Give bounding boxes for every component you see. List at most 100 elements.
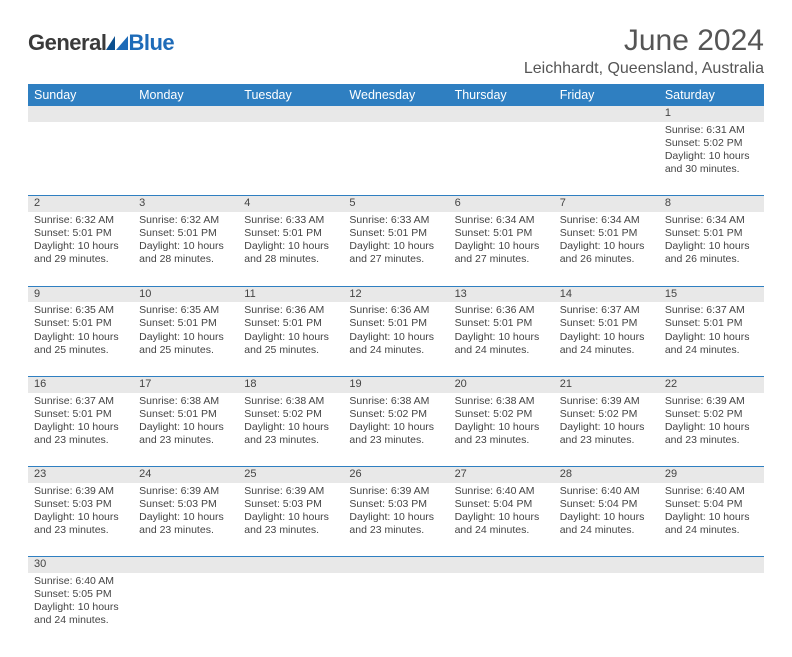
day-number-cell: 7	[554, 196, 659, 212]
sunrise-text: Sunrise: 6:40 AM	[455, 485, 548, 498]
calendar-day-cell	[238, 122, 343, 196]
daylight-text: and 24 minutes.	[560, 524, 653, 537]
calendar-day-cell	[28, 122, 133, 196]
day-number-cell: 2	[28, 196, 133, 212]
calendar-day-cell: Sunrise: 6:35 AMSunset: 5:01 PMDaylight:…	[28, 302, 133, 376]
calendar-day-cell: Sunrise: 6:35 AMSunset: 5:01 PMDaylight:…	[133, 302, 238, 376]
calendar-day-cell: Sunrise: 6:34 AMSunset: 5:01 PMDaylight:…	[449, 212, 554, 286]
sunset-text: Sunset: 5:01 PM	[34, 227, 127, 240]
sunrise-text: Sunrise: 6:37 AM	[560, 304, 653, 317]
sunset-text: Sunset: 5:01 PM	[665, 227, 758, 240]
sunset-text: Sunset: 5:02 PM	[349, 408, 442, 421]
day-number-cell: 3	[133, 196, 238, 212]
calendar-week-row: Sunrise: 6:31 AMSunset: 5:02 PMDaylight:…	[28, 122, 764, 196]
calendar-day-cell	[238, 573, 343, 647]
sunset-text: Sunset: 5:03 PM	[34, 498, 127, 511]
calendar-week-row: Sunrise: 6:37 AMSunset: 5:01 PMDaylight:…	[28, 393, 764, 467]
sunset-text: Sunset: 5:01 PM	[139, 408, 232, 421]
sunrise-text: Sunrise: 6:37 AM	[34, 395, 127, 408]
calendar-day-cell: Sunrise: 6:32 AMSunset: 5:01 PMDaylight:…	[28, 212, 133, 286]
day-number-cell: 14	[554, 286, 659, 302]
sunrise-text: Sunrise: 6:35 AM	[34, 304, 127, 317]
calendar-day-cell: Sunrise: 6:40 AMSunset: 5:04 PMDaylight:…	[449, 483, 554, 557]
day-number-cell: 30	[28, 557, 133, 573]
brand-part1: General	[28, 30, 106, 56]
daylight-text: Daylight: 10 hours	[455, 240, 548, 253]
daylight-text: Daylight: 10 hours	[560, 331, 653, 344]
sunset-text: Sunset: 5:01 PM	[34, 317, 127, 330]
title-block: June 2024 Leichhardt, Queensland, Austra…	[524, 24, 764, 78]
daylight-text: and 23 minutes.	[349, 434, 442, 447]
sunrise-text: Sunrise: 6:38 AM	[139, 395, 232, 408]
daylight-text: Daylight: 10 hours	[34, 421, 127, 434]
sunset-text: Sunset: 5:01 PM	[665, 317, 758, 330]
sunset-text: Sunset: 5:01 PM	[139, 317, 232, 330]
day-number-cell	[238, 557, 343, 573]
sunset-text: Sunset: 5:03 PM	[349, 498, 442, 511]
daylight-text: and 23 minutes.	[349, 524, 442, 537]
daylight-text: Daylight: 10 hours	[34, 601, 127, 614]
day-number-cell: 24	[133, 467, 238, 483]
daylight-text: Daylight: 10 hours	[560, 421, 653, 434]
day-number-cell: 1	[659, 106, 764, 122]
calendar-week-row: Sunrise: 6:35 AMSunset: 5:01 PMDaylight:…	[28, 302, 764, 376]
calendar-page: General Blue June 2024 Leichhardt, Queen…	[0, 0, 792, 657]
daylight-text: and 25 minutes.	[139, 344, 232, 357]
day-number-cell: 23	[28, 467, 133, 483]
daylight-text: and 24 minutes.	[560, 344, 653, 357]
daylight-text: and 24 minutes.	[349, 344, 442, 357]
day-number-cell: 29	[659, 467, 764, 483]
day-number-cell	[133, 106, 238, 122]
calendar-day-cell	[554, 573, 659, 647]
sunrise-text: Sunrise: 6:31 AM	[665, 124, 758, 137]
sunrise-text: Sunrise: 6:38 AM	[349, 395, 442, 408]
day-number-cell: 8	[659, 196, 764, 212]
sunrise-text: Sunrise: 6:39 AM	[560, 395, 653, 408]
calendar-day-cell: Sunrise: 6:38 AMSunset: 5:02 PMDaylight:…	[449, 393, 554, 467]
sunset-text: Sunset: 5:02 PM	[455, 408, 548, 421]
calendar-day-cell: Sunrise: 6:31 AMSunset: 5:02 PMDaylight:…	[659, 122, 764, 196]
daylight-text: and 23 minutes.	[455, 434, 548, 447]
sunrise-text: Sunrise: 6:33 AM	[349, 214, 442, 227]
calendar-day-cell: Sunrise: 6:34 AMSunset: 5:01 PMDaylight:…	[554, 212, 659, 286]
daylight-text: and 30 minutes.	[665, 163, 758, 176]
daylight-text: and 23 minutes.	[244, 524, 337, 537]
page-header: General Blue June 2024 Leichhardt, Queen…	[28, 24, 764, 78]
day-number-cell: 25	[238, 467, 343, 483]
calendar-day-cell: Sunrise: 6:40 AMSunset: 5:05 PMDaylight:…	[28, 573, 133, 647]
daylight-text: Daylight: 10 hours	[34, 511, 127, 524]
day-number-cell: 21	[554, 376, 659, 392]
sail-icon	[106, 36, 128, 50]
calendar-day-cell	[343, 122, 448, 196]
daylight-text: and 28 minutes.	[139, 253, 232, 266]
calendar-day-cell: Sunrise: 6:34 AMSunset: 5:01 PMDaylight:…	[659, 212, 764, 286]
sunrise-text: Sunrise: 6:38 AM	[455, 395, 548, 408]
calendar-day-cell: Sunrise: 6:33 AMSunset: 5:01 PMDaylight:…	[343, 212, 448, 286]
sunset-text: Sunset: 5:03 PM	[139, 498, 232, 511]
sunset-text: Sunset: 5:01 PM	[349, 317, 442, 330]
daylight-text: and 23 minutes.	[34, 434, 127, 447]
calendar-day-cell	[133, 573, 238, 647]
calendar-day-cell: Sunrise: 6:38 AMSunset: 5:02 PMDaylight:…	[343, 393, 448, 467]
day-number-cell	[659, 557, 764, 573]
calendar-day-cell: Sunrise: 6:40 AMSunset: 5:04 PMDaylight:…	[659, 483, 764, 557]
calendar-day-cell: Sunrise: 6:38 AMSunset: 5:01 PMDaylight:…	[133, 393, 238, 467]
sunset-text: Sunset: 5:01 PM	[139, 227, 232, 240]
day-number-cell: 22	[659, 376, 764, 392]
sunset-text: Sunset: 5:01 PM	[560, 227, 653, 240]
daylight-text: and 24 minutes.	[455, 344, 548, 357]
calendar-day-cell: Sunrise: 6:38 AMSunset: 5:02 PMDaylight:…	[238, 393, 343, 467]
day-number-cell	[449, 557, 554, 573]
sunset-text: Sunset: 5:01 PM	[34, 408, 127, 421]
daylight-text: and 24 minutes.	[34, 614, 127, 627]
sunrise-text: Sunrise: 6:38 AM	[244, 395, 337, 408]
daylight-text: Daylight: 10 hours	[349, 421, 442, 434]
calendar-day-cell: Sunrise: 6:32 AMSunset: 5:01 PMDaylight:…	[133, 212, 238, 286]
day-number-cell: 27	[449, 467, 554, 483]
daylight-text: and 26 minutes.	[560, 253, 653, 266]
sunrise-text: Sunrise: 6:39 AM	[34, 485, 127, 498]
day-number-cell	[133, 557, 238, 573]
daylight-text: and 24 minutes.	[665, 344, 758, 357]
location-text: Leichhardt, Queensland, Australia	[524, 60, 764, 78]
sunset-text: Sunset: 5:04 PM	[560, 498, 653, 511]
